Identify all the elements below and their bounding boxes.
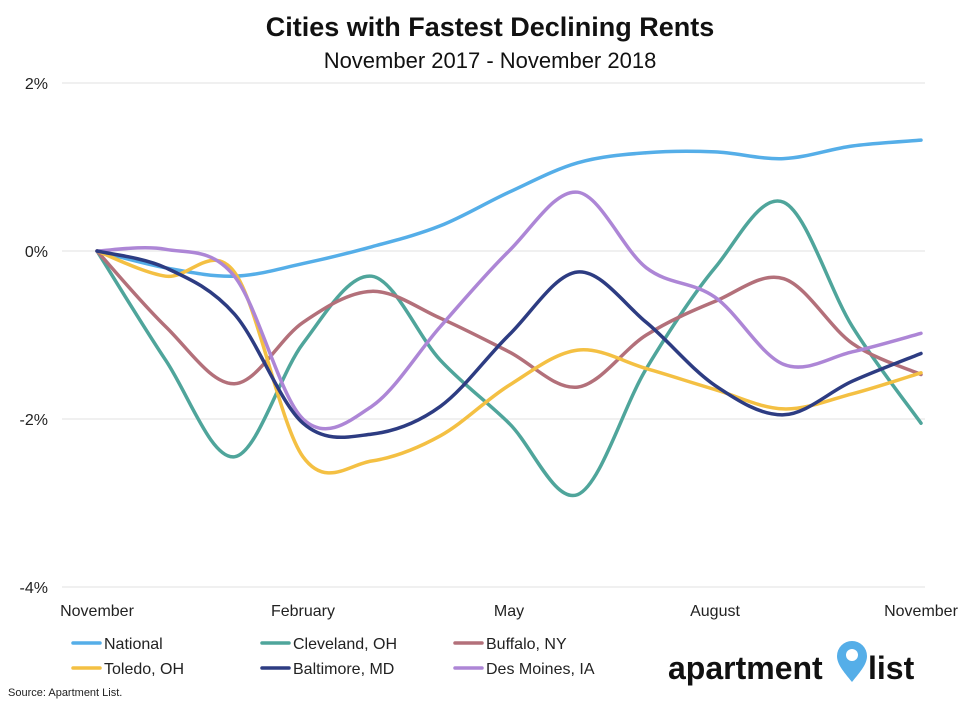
series-line-national <box>95 138 923 278</box>
legend-item: Toledo, OH <box>71 661 184 678</box>
x-tick-label: November <box>60 603 134 620</box>
legend-label: Baltimore, MD <box>293 661 394 678</box>
series-lines <box>95 138 923 498</box>
x-tick-label: August <box>690 603 740 620</box>
series-line-des-moines-ia <box>95 190 923 431</box>
y-tick-label: -4% <box>20 580 48 597</box>
chart-subtitle: November 2017 - November 2018 <box>324 48 657 73</box>
source-note: Source: Apartment List. <box>8 687 122 699</box>
y-tick-label: -2% <box>20 412 48 429</box>
legend-item: Cleveland, OH <box>260 636 397 653</box>
legend-label: National <box>104 636 163 653</box>
y-tick-label: 2% <box>25 76 48 93</box>
series-line-baltimore-md <box>95 249 923 440</box>
legend-label: Cleveland, OH <box>293 636 397 653</box>
series-line-cleveland-oh <box>95 199 923 498</box>
y-axis-ticks: 2% 0% -2% -4% <box>20 76 48 597</box>
legend-label: Buffalo, NY <box>486 636 567 653</box>
legend-item: Des Moines, IA <box>453 661 595 678</box>
x-tick-label: May <box>494 603 524 620</box>
legend: National Cleveland, OH Buffalo, NY Toledo, … <box>71 636 595 678</box>
legend-item: Buffalo, NY <box>453 636 567 653</box>
legend-label: Des Moines, IA <box>486 661 595 678</box>
x-axis-ticks: November February May August November <box>60 603 958 620</box>
legend-label: Toledo, OH <box>104 661 184 678</box>
series-line-toledo-oh <box>95 249 923 475</box>
y-tick-label: 0% <box>25 244 48 261</box>
x-tick-label: February <box>271 603 335 620</box>
apartment-list-logo: apartment list <box>668 641 915 686</box>
chart-title: Cities with Fastest Declining Rents <box>266 12 715 42</box>
legend-item: National <box>71 636 163 653</box>
legend-item: Baltimore, MD <box>260 661 394 678</box>
series-line-buffalo-ny <box>95 249 923 389</box>
logo-word-apartment: apartment <box>668 650 823 686</box>
location-pin-icon <box>837 641 867 682</box>
x-tick-label: November <box>884 603 958 620</box>
logo-word-list: list <box>868 650 915 686</box>
grid-lines <box>62 82 925 588</box>
